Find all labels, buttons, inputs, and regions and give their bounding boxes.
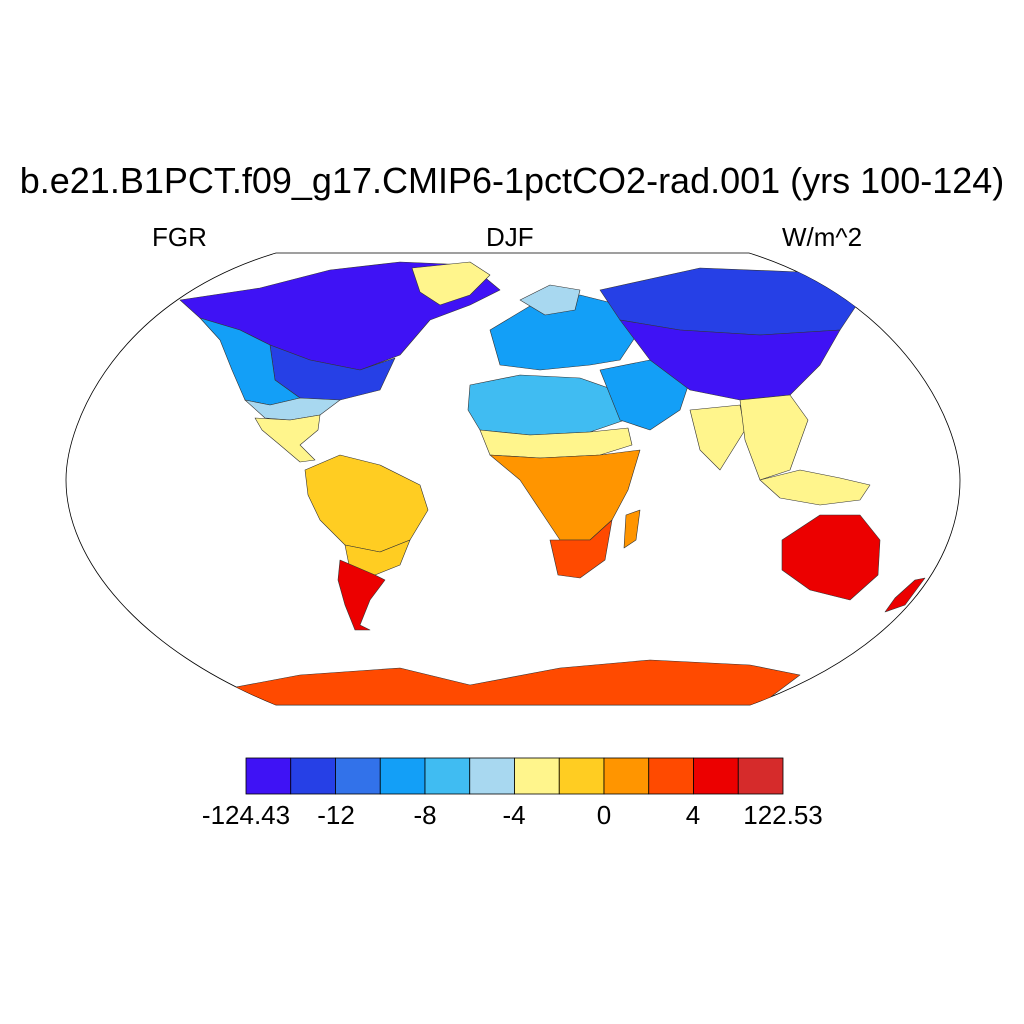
colorbar-box [424, 757, 471, 795]
region-central-east-asia [619, 319, 841, 401]
region-greenland [411, 261, 491, 306]
colorbar-box [469, 757, 515, 795]
season-label: DJF [486, 222, 534, 252]
region-central-america [254, 414, 321, 463]
region-sahara [467, 374, 626, 436]
region-australia [781, 514, 881, 601]
region-south-africa [549, 519, 613, 579]
units-label: W/m^2 [782, 222, 863, 252]
colorbar-box [693, 757, 739, 795]
colorbar-label: -8 [413, 800, 437, 830]
colorbar-label: 4 [685, 800, 701, 830]
region-scandinavia [519, 284, 581, 316]
colorbar-box [514, 757, 560, 795]
colorbar-label: -12 [317, 800, 355, 830]
region-southern-usa [244, 397, 341, 421]
colorbar-box [737, 757, 784, 795]
variable-label: FGR [152, 222, 207, 252]
colorbar-label: -4 [502, 800, 526, 830]
colorbar-box [245, 757, 292, 795]
colorbar-box [335, 757, 381, 795]
region-india [689, 404, 746, 471]
colorbar-box [290, 757, 336, 795]
region-madagascar [623, 509, 641, 549]
colorbar-box [603, 757, 650, 795]
colorbar-box [558, 757, 605, 795]
colorbar-label: -124.43 [201, 800, 291, 830]
colorbar-box [379, 757, 426, 795]
region-new-zealand [884, 577, 926, 613]
region-antarctica [219, 659, 801, 705]
plot-title: b.e21.B1PCT.f09_g17.CMIP6-1pctCO2-rad.00… [19, 160, 1005, 201]
colorbar-label: 122.53 [743, 800, 823, 830]
region-argentina [337, 559, 386, 631]
region-southeast-asia [739, 394, 809, 481]
colorbar-label: 0 [596, 800, 612, 830]
colorbar-box [648, 757, 694, 795]
region-indonesia [759, 469, 871, 506]
